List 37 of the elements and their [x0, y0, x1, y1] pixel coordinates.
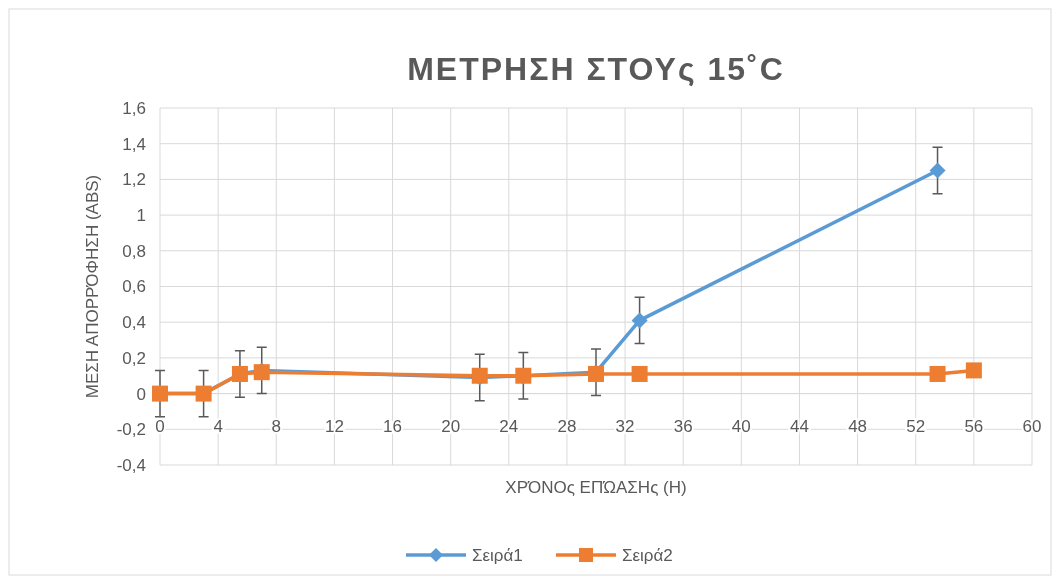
x-tick-label: 12: [324, 416, 344, 436]
x-tick-label: 4: [213, 416, 223, 436]
x-tick-label: 40: [731, 416, 751, 436]
legend-label: Σειρά2: [622, 545, 673, 565]
x-tick-label: 28: [557, 416, 577, 436]
x-tick-label: 52: [906, 416, 926, 436]
x-tick-label: 60: [1022, 416, 1042, 436]
x-tick-label: 36: [673, 416, 693, 436]
x-tick-label: 56: [964, 416, 984, 436]
y-tick-label: 0,2: [122, 348, 146, 368]
y-tick-label: 1: [136, 206, 146, 226]
point: [929, 365, 946, 382]
x-tick-label: 20: [441, 416, 461, 436]
y-tick-label: -0,4: [116, 455, 146, 475]
x-tick-label: 16: [383, 416, 402, 436]
y-tick-label: 1,6: [122, 98, 146, 118]
y-tick-label: 0,4: [122, 313, 146, 333]
point: [631, 365, 648, 382]
y-axis-title: ΜΕΣΗ ΑΠΟΡΡΌΦΗΣΗ (ABS): [83, 174, 102, 399]
x-tick-label: 32: [615, 416, 635, 436]
x-tick-label: 48: [848, 416, 868, 436]
y-tick-label: 1,2: [122, 170, 146, 190]
point: [631, 312, 648, 329]
y-tick-label: 1,4: [122, 134, 146, 154]
x-axis-title: ΧΡΌΝΟς ΕΠΏΑΣΗς (Η): [505, 478, 687, 497]
x-tick-label: 8: [271, 416, 281, 436]
y-tick-label: 0: [136, 384, 146, 404]
point: [965, 362, 982, 379]
y-tick-label: -0,2: [116, 420, 146, 440]
chart-title: ΜΕΤΡΗΣΗ ΣΤΟΥς 15˚C: [407, 51, 785, 87]
y-tick-label: 0,6: [122, 277, 146, 297]
x-tick-label: 24: [499, 416, 519, 436]
y-tick-label: 0,8: [122, 241, 146, 261]
point: [929, 162, 946, 179]
legend-label: Σειρά1: [472, 545, 523, 565]
x-tick-label: 0: [155, 416, 165, 436]
x-tick-label: 44: [790, 416, 809, 436]
